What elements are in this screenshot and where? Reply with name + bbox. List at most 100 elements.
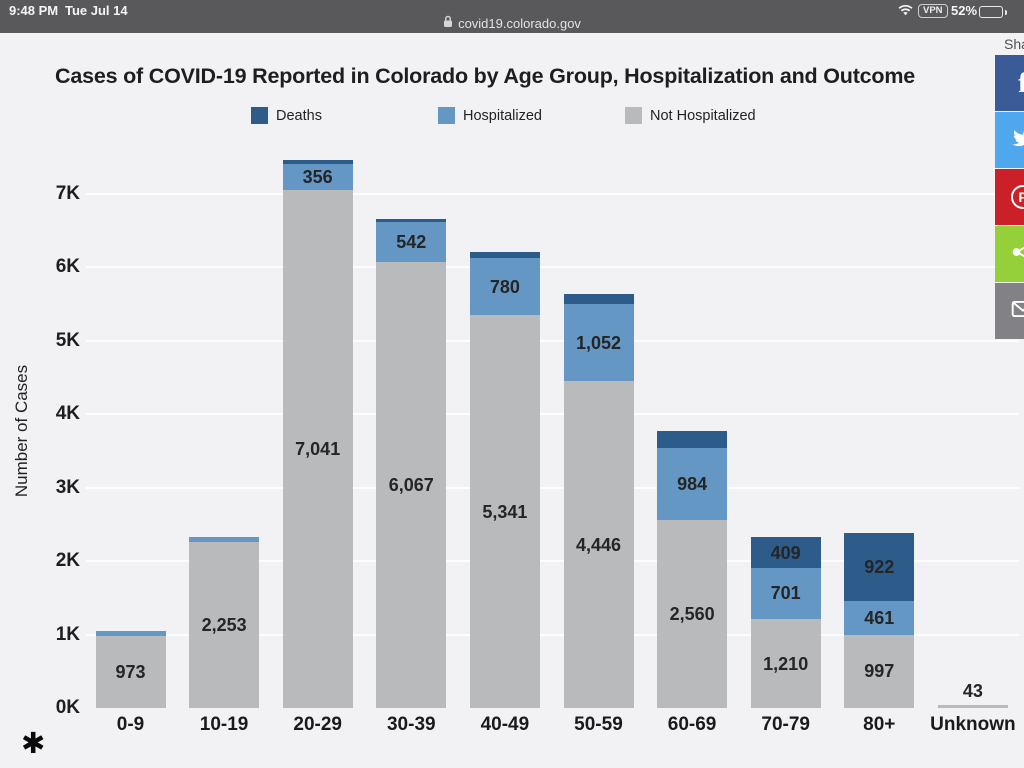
footnote-asterisk: ✱ <box>21 726 46 760</box>
x-tick-30-39: 30-39 <box>386 714 436 735</box>
share-panel-label: Sha <box>1004 36 1024 52</box>
bar-segment-deaths-30-39[interactable] <box>376 218 447 223</box>
bar-segment-not-hospitalized-40-49[interactable] <box>469 315 540 708</box>
bar-segment-not-hospitalized-30-39[interactable] <box>376 262 447 708</box>
bar-value-label-80+: 922 <box>864 556 895 577</box>
bar-value-label-Unknown: 43 <box>962 680 983 701</box>
x-tick-80+: 80+ <box>863 714 896 735</box>
gridline-2K <box>86 560 1019 562</box>
bar-segment-not-hospitalized-70-79[interactable] <box>750 619 821 708</box>
bar-value-label-50-59: 1,052 <box>575 332 622 353</box>
bar-value-label-10-19: 2,253 <box>201 615 247 636</box>
bar-segment-not-hospitalized-0-9[interactable] <box>95 636 166 708</box>
x-tick-0-9: 0-9 <box>116 714 145 735</box>
bar-segment-hospitalized-20-29[interactable] <box>282 164 353 191</box>
share-share-button[interactable] <box>995 226 1024 282</box>
url-text: covid19.colorado.gov <box>458 15 581 31</box>
legend-swatch <box>438 107 455 124</box>
pinterest-p-icon: P <box>1011 185 1024 209</box>
bar-value-label-0-9: 973 <box>115 662 146 683</box>
envelope-icon <box>1010 298 1024 325</box>
legend-swatch <box>625 107 642 124</box>
x-tick-50-59: 50-59 <box>574 714 623 735</box>
bar-value-label-70-79: 701 <box>770 583 801 604</box>
bar-segment-not-hospitalized-20-29[interactable] <box>282 190 353 708</box>
bar-value-label-70-79: 1,210 <box>763 653 809 674</box>
y-tick-3K: 3K <box>55 476 80 498</box>
bar-value-label-70-79: 409 <box>770 542 801 563</box>
x-tick-40-49: 40-49 <box>480 714 530 735</box>
bar-segment-deaths-70-79[interactable] <box>750 537 821 568</box>
y-axis-title: Number of Cases <box>12 364 31 498</box>
bar-segment-deaths-50-59[interactable] <box>563 294 634 304</box>
x-tick-60-69: 60-69 <box>667 714 717 735</box>
bar-segment-hospitalized-30-39[interactable] <box>376 222 447 263</box>
y-tick-5K: 5K <box>55 329 80 351</box>
bar-value-label-40-49: 780 <box>489 276 520 297</box>
bar-value-label-30-39: 6,067 <box>388 475 434 496</box>
bar-segment-deaths-40-49[interactable] <box>469 252 540 259</box>
gridline-3K <box>86 486 1019 489</box>
bar-value-label-20-29: 356 <box>302 167 333 188</box>
share-pinterest-button[interactable]: P <box>995 169 1024 225</box>
address-bar[interactable]: covid19.colorado.gov <box>0 14 1024 32</box>
y-tick-0K: 0K <box>55 697 80 718</box>
browser-header: 9:48 PM Tue Jul 14 VPN 52% covid19.color… <box>0 0 1024 33</box>
bar-segment-deaths-80+[interactable] <box>844 533 915 601</box>
bar-segment-hospitalized-80+[interactable] <box>844 600 915 635</box>
bar-segment-not-hospitalized-10-19[interactable] <box>189 542 260 708</box>
y-tick-7K: 7K <box>55 182 80 204</box>
bar-segment-deaths-20-29[interactable] <box>282 160 353 165</box>
legend-item-deaths: Deaths <box>251 107 322 124</box>
bar-value-label-50-59: 4,446 <box>575 534 622 555</box>
chart-title: Cases of COVID-19 Reported in Colorado b… <box>55 64 916 88</box>
bar-segment-hospitalized-0-9[interactable] <box>95 631 166 637</box>
twitter-bird-icon <box>1010 125 1024 156</box>
bar-value-label-60-69: 984 <box>677 473 708 494</box>
bar-segment-hospitalized-70-79[interactable] <box>750 567 821 620</box>
bar-value-label-80+: 997 <box>864 661 895 682</box>
bar-segment-hospitalized-40-49[interactable] <box>469 258 540 316</box>
x-tick-20-29: 20-29 <box>293 714 342 735</box>
y-tick-1K: 1K <box>55 623 80 645</box>
x-tick-10-19: 10-19 <box>199 714 249 735</box>
y-tick-2K: 2K <box>55 550 80 571</box>
share-email-button[interactable] <box>995 283 1024 339</box>
x-tick-70-79: 70-79 <box>761 714 810 735</box>
gridline-7K <box>86 192 1019 195</box>
battery-percent: 52% <box>951 3 978 18</box>
wifi-icon <box>897 4 914 22</box>
facebook-f-icon: f <box>1018 66 1024 99</box>
legend-label: Hospitalized <box>463 107 542 124</box>
bar-segment-deaths-60-69[interactable] <box>657 430 728 448</box>
y-tick-6K: 6K <box>55 256 80 277</box>
y-tick-4K: 4K <box>55 403 80 424</box>
legend-label: Not Hospitalized <box>650 107 756 124</box>
gridline-6K <box>86 266 1019 268</box>
legend-swatch <box>251 107 268 124</box>
x-tick-Unknown: Unknown <box>930 714 1016 735</box>
bar-value-label-20-29: 7,041 <box>295 439 341 460</box>
legend-label: Deaths <box>276 107 322 124</box>
battery-nub <box>1005 9 1007 15</box>
bar-segment-not-hospitalized-80+[interactable] <box>844 634 915 708</box>
bar-segment-hospitalized-60-69[interactable] <box>657 447 728 520</box>
legend-item-hospitalized: Hospitalized <box>438 107 542 124</box>
bar-segment-hospitalized-10-19[interactable] <box>189 536 260 543</box>
share-twitter-button[interactable] <box>995 112 1024 168</box>
bar-segment-hospitalized-50-59[interactable] <box>563 303 634 382</box>
bar-value-label-80+: 461 <box>864 607 895 628</box>
bar-segment-not-hospitalized-60-69[interactable] <box>657 519 728 708</box>
legend-item-not-hospitalized: Not Hospitalized <box>625 107 756 124</box>
bar-segment-not-hospitalized-50-59[interactable] <box>563 381 634 708</box>
status-date: Tue Jul 14 <box>65 3 128 18</box>
bar-value-label-60-69: 2,560 <box>669 603 715 624</box>
share-facebook-button[interactable]: f <box>995 55 1024 111</box>
gridline-4K <box>86 413 1019 415</box>
bar-value-label-30-39: 542 <box>396 232 427 253</box>
bar-segment-not-hospitalized-Unknown[interactable] <box>937 704 1008 708</box>
lock-icon <box>443 15 453 31</box>
share-nodes-icon <box>1011 240 1024 269</box>
gridline-1K <box>86 633 1019 636</box>
